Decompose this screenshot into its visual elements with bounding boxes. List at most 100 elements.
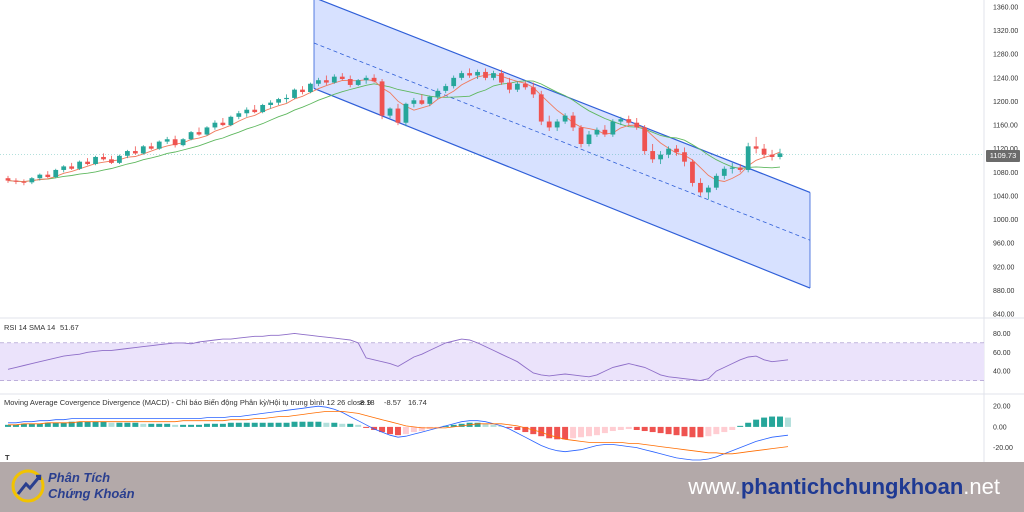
- candle-body: [483, 71, 488, 78]
- candle-body: [570, 115, 576, 128]
- rsi-value: 51.67: [60, 323, 79, 332]
- price-tick-label: 1320.00: [993, 28, 1018, 35]
- brand-name-line1: Phân Tích: [48, 470, 111, 485]
- macd-hist-bar: [681, 426, 688, 437]
- macd-tick-label: 0.00: [993, 424, 1007, 431]
- candle-body: [236, 113, 242, 117]
- candle-body: [5, 178, 11, 181]
- macd-hist-bar: [299, 421, 306, 427]
- candle-body: [713, 175, 719, 188]
- macd-hist-bar: [172, 424, 179, 427]
- price-tick-label: 920.00: [993, 264, 1015, 271]
- price-tick-label: 960.00: [993, 241, 1015, 248]
- macd-hist-bar: [140, 423, 147, 427]
- macd-hist-bar: [275, 422, 282, 427]
- candle-body: [132, 151, 138, 154]
- macd-hist-bar: [363, 426, 370, 428]
- macd-hist-bar: [331, 422, 338, 427]
- candle-body: [435, 90, 441, 97]
- macd-hist-bar: [474, 422, 481, 427]
- candle-body: [347, 79, 353, 85]
- website-suffix: .net: [963, 474, 1000, 499]
- macd-hist-bar: [729, 426, 736, 430]
- candle-body: [61, 166, 67, 170]
- candle-body: [379, 81, 385, 116]
- last-price-tag: 1109.73: [986, 150, 1020, 162]
- macd-hist-bar: [713, 426, 720, 435]
- macd-hist-bar: [522, 426, 529, 433]
- macd-tick-label: -20.00: [993, 445, 1013, 452]
- macd-hist-bar: [418, 426, 425, 432]
- macd-hist-bar: [649, 426, 656, 433]
- candle-body: [451, 77, 457, 87]
- macd-hist-bar: [235, 422, 242, 427]
- candle-body: [196, 132, 202, 135]
- candle-body: [363, 77, 369, 81]
- macd-hist-bar: [28, 423, 35, 427]
- candle-body: [164, 139, 170, 142]
- candle-body: [148, 146, 154, 149]
- macd-hist-bar: [243, 422, 250, 427]
- macd-hist-bar: [665, 426, 672, 435]
- macd-hist-bar: [196, 424, 202, 427]
- macd-hist-bar: [148, 423, 155, 427]
- macd-hist-bar: [307, 421, 314, 427]
- macd-hist-bar: [315, 421, 322, 427]
- candle-body: [204, 127, 210, 135]
- candle-body: [522, 83, 528, 88]
- candle-body: [308, 83, 313, 93]
- macd-value: 16.74: [408, 398, 427, 407]
- candle-body: [674, 148, 679, 153]
- website-url[interactable]: www.phantichchungkhoan.net: [688, 474, 1000, 500]
- candle-body: [387, 108, 393, 116]
- macd-hist-bar: [554, 426, 561, 440]
- macd-hist-bar: [514, 426, 521, 430]
- macd-hist-bar: [219, 423, 226, 427]
- trend-channel-fill: [314, 0, 810, 289]
- candle-body: [737, 167, 743, 170]
- macd-hist-bar: [609, 426, 616, 432]
- macd-hist-bar: [68, 421, 75, 427]
- candle-body: [69, 166, 75, 169]
- candle-body: [626, 119, 632, 123]
- price-tick-label: 840.00: [993, 312, 1015, 319]
- candle-body: [85, 161, 90, 165]
- macd-hist-bar: [36, 423, 43, 427]
- candle-body: [538, 94, 544, 122]
- candle-body: [586, 134, 592, 144]
- candle-body: [554, 121, 560, 128]
- ma-fast-line: [7, 73, 781, 183]
- macd-hist-bar: [100, 421, 107, 427]
- macd-hist-bar: [697, 426, 704, 438]
- candle-body: [499, 73, 504, 83]
- candle-body: [188, 132, 194, 140]
- price-tick-label: 1080.00: [993, 170, 1018, 177]
- candle-body: [411, 100, 417, 104]
- macd-hist-bar: [227, 422, 234, 427]
- macd-hist-bar: [259, 422, 266, 427]
- macd-hist-bar: [339, 423, 346, 427]
- macd-hist-bar: [20, 423, 27, 427]
- candle-body: [403, 103, 409, 123]
- candle-body: [690, 161, 695, 183]
- candle-body: [395, 108, 401, 123]
- candle-body: [682, 152, 687, 162]
- macd-hist-bar: [355, 424, 362, 427]
- macd-hist-bar: [410, 426, 417, 433]
- macd-hist-bar: [721, 426, 728, 433]
- candle-body: [507, 82, 512, 90]
- candle-body: [252, 109, 258, 113]
- candle-body: [140, 146, 146, 154]
- candle-body: [371, 77, 377, 82]
- macd-hist-bar: [371, 426, 378, 430]
- candle-body: [260, 105, 266, 113]
- macd-hist-bar: [498, 425, 505, 427]
- ma-slow-line: [7, 80, 781, 183]
- chart-svg: 1360.00 1320.00 1280.00 1240.00 1200.00 1160.…: [0, 0, 1024, 462]
- candle-body: [419, 100, 425, 104]
- price-tick-label: 1000.00: [993, 217, 1018, 224]
- macd-hist-bar: [188, 424, 195, 427]
- price-tick-label: 1120.00: [993, 146, 1018, 153]
- macd-hist-bar: [84, 421, 91, 427]
- candle-body: [698, 182, 703, 193]
